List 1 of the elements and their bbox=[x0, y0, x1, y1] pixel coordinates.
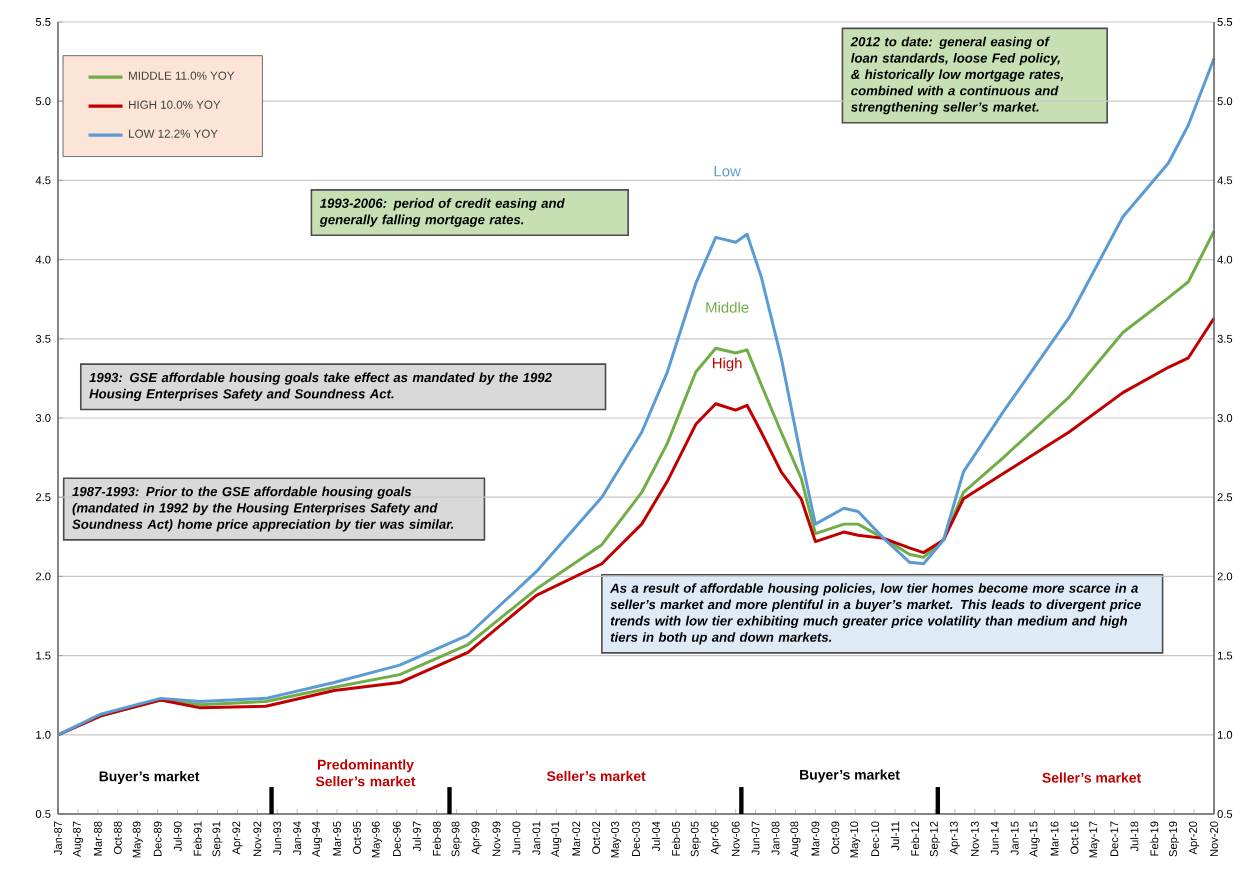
line-series bbox=[56, 56, 1216, 737]
